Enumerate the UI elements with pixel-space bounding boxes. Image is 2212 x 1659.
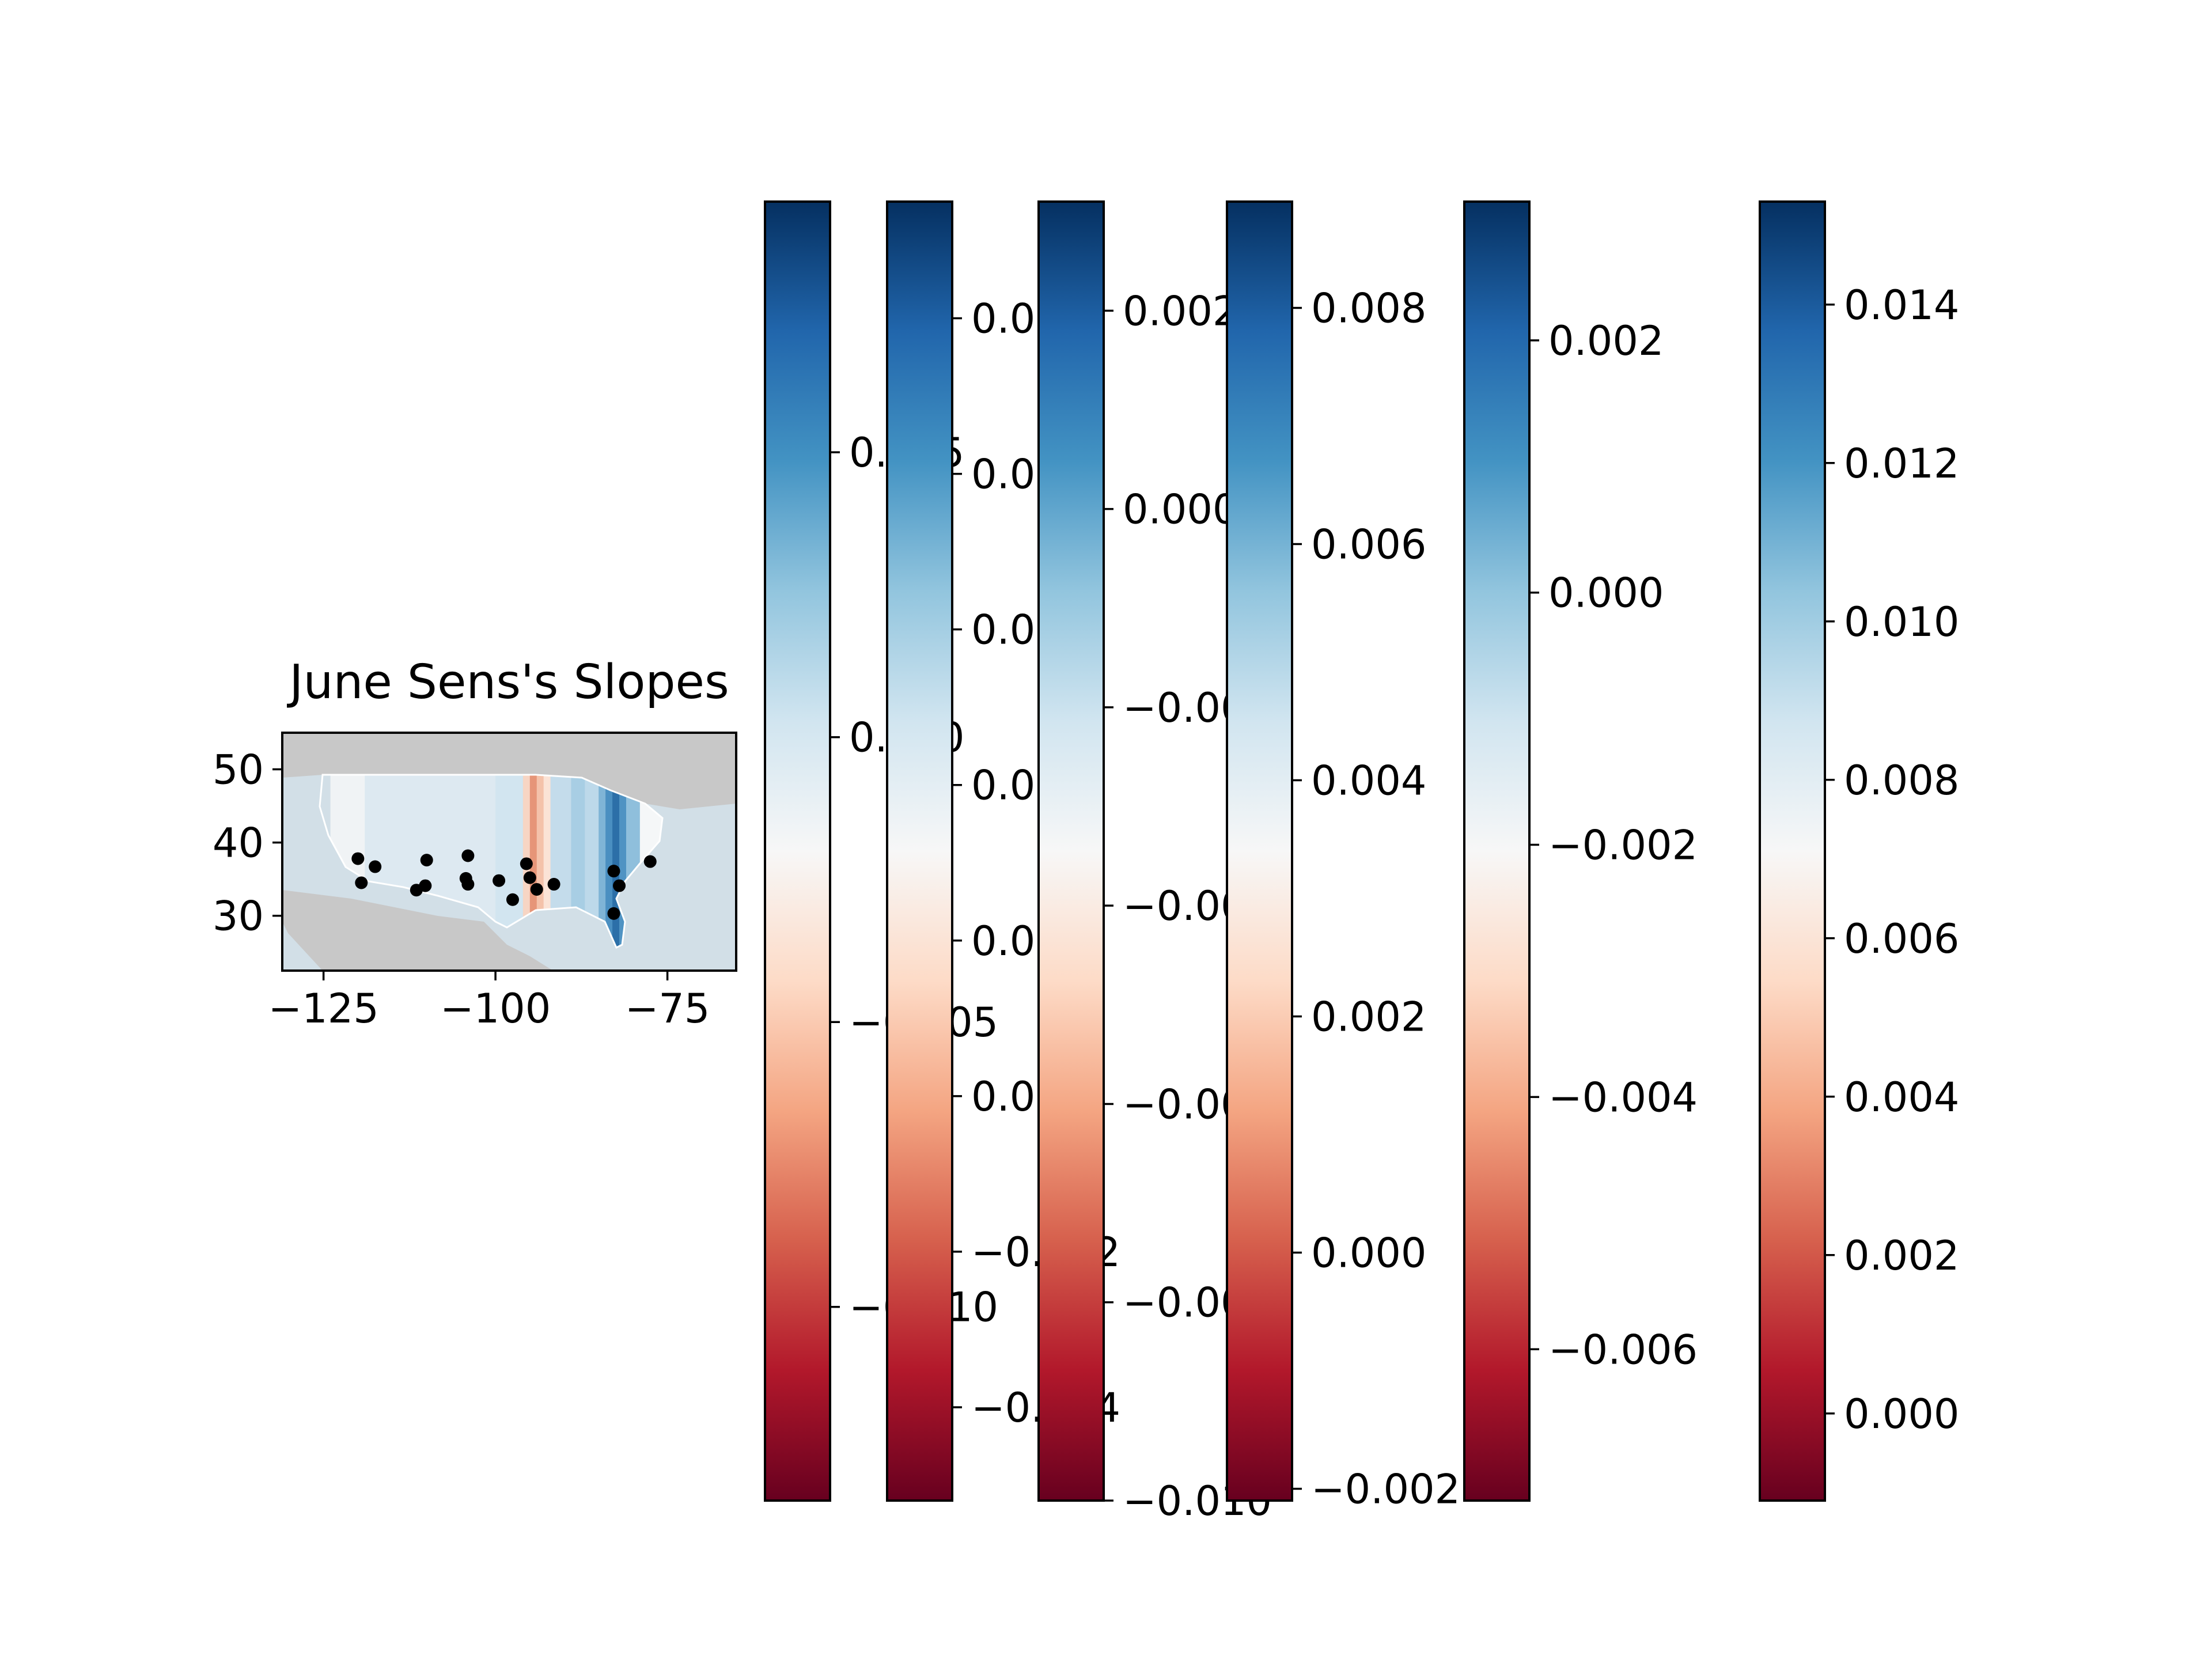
map-ytick-label-0: 30 — [213, 893, 264, 940]
colorbar-5-tick-label-1: −0.004 — [1548, 1074, 1698, 1121]
station-point-14 — [547, 878, 560, 891]
station-point-7 — [461, 878, 475, 891]
slope-band-10 — [599, 775, 606, 948]
station-points — [351, 849, 657, 920]
colorbar-6-tick-label-0: 0.000 — [1844, 1391, 1959, 1438]
colorbar-6: 0.000 0.002 0.004 0.006 0.008 0.010 0.012 0.014 — [1759, 200, 1959, 1502]
colorbar-6-tick-label-6: 0.012 — [1844, 440, 1959, 487]
colorbar-4-gradient — [1226, 200, 1293, 1502]
slope-band-5 — [536, 775, 544, 948]
station-point-17 — [607, 907, 620, 920]
station-point-11 — [520, 857, 533, 870]
colorbar-3-tick-label-6: 0.002 — [1123, 287, 1238, 335]
station-point-5 — [420, 854, 433, 867]
colorbars: −0.010−0.0050.0000.005−0.004−0.0020.0000… — [764, 200, 1959, 1525]
slope-band-11 — [605, 775, 613, 948]
station-point-1 — [355, 876, 368, 889]
colorbar-5-gradient — [1463, 200, 1531, 1502]
station-point-9 — [493, 874, 506, 887]
land-mexico — [282, 890, 553, 971]
colorbar-3-gradient — [1037, 200, 1105, 1502]
colorbar-4: −0.002 0.000 0.002 0.004 0.006 0.008 — [1226, 200, 1460, 1513]
land-canada — [282, 733, 736, 809]
colorbar-6-tick-label-4: 0.008 — [1844, 757, 1959, 804]
station-point-16 — [613, 879, 626, 892]
us-outline — [319, 774, 664, 949]
map-title: June Sens's Slopes — [286, 655, 729, 710]
map-x-axis: −125 −100 −75 — [268, 971, 710, 1032]
colorbar-4-tick-label-5: 0.008 — [1311, 285, 1426, 332]
slope-band-2 — [495, 775, 524, 948]
station-point-13 — [530, 882, 543, 896]
colorbar-4-tick-label-1: 0.000 — [1311, 1230, 1426, 1277]
colorbar-6-tick-label-1: 0.002 — [1844, 1232, 1959, 1279]
colorbar-4-tick-label-0: −0.002 — [1311, 1466, 1460, 1513]
station-point-18 — [643, 855, 657, 868]
colorbar-5: −0.006 −0.004 −0.002 0.000 0.002 — [1463, 200, 1698, 1502]
map-y-axis: 30 40 50 — [213, 747, 282, 940]
station-point-2 — [369, 860, 382, 873]
station-point-10 — [506, 893, 519, 906]
map-frame — [281, 732, 737, 972]
colorbar-3-tick-label-5: 0.000 — [1123, 486, 1238, 533]
colorbar-4-tick-label-4: 0.006 — [1311, 521, 1426, 569]
map-ytick-label-1: 40 — [213, 820, 264, 867]
slope-band-4 — [529, 775, 537, 948]
map-xtick-label-0: −125 — [268, 985, 379, 1032]
map-xtick-label-2: −75 — [625, 985, 710, 1032]
colorbar-2-gradient — [886, 200, 953, 1502]
colorbar-5-tick-label-0: −0.006 — [1548, 1326, 1698, 1373]
colorbar-6-tick-label-7: 0.014 — [1844, 282, 1959, 329]
station-point-4 — [419, 879, 432, 892]
colorbar-6-gradient — [1759, 200, 1826, 1502]
map-ytick-label-2: 50 — [213, 747, 264, 794]
colorbar-1-gradient — [764, 200, 831, 1502]
colorbar-4-tick-label-2: 0.002 — [1311, 994, 1426, 1041]
slope-band-6 — [543, 775, 551, 948]
colorbar-6-tick-label-3: 0.006 — [1844, 915, 1959, 963]
map-xtick-label-1: −100 — [440, 985, 551, 1032]
colorbar-5-tick-label-4: 0.002 — [1548, 317, 1664, 365]
station-point-12 — [523, 871, 536, 884]
colorbar-5-tick-label-2: −0.002 — [1548, 822, 1698, 869]
colorbar-4-tick-label-3: 0.004 — [1311, 757, 1426, 805]
colorbar-5-tick-label-3: 0.000 — [1548, 570, 1664, 617]
colorbar-6-tick-label-2: 0.004 — [1844, 1074, 1959, 1121]
map-panel: June Sens's Slopes −125 −100 −75 30 40 50 — [213, 655, 737, 1032]
station-point-0 — [351, 852, 365, 865]
colorbar-6-tick-label-5: 0.010 — [1844, 599, 1959, 646]
station-point-8 — [461, 849, 475, 862]
station-point-15 — [607, 865, 620, 878]
